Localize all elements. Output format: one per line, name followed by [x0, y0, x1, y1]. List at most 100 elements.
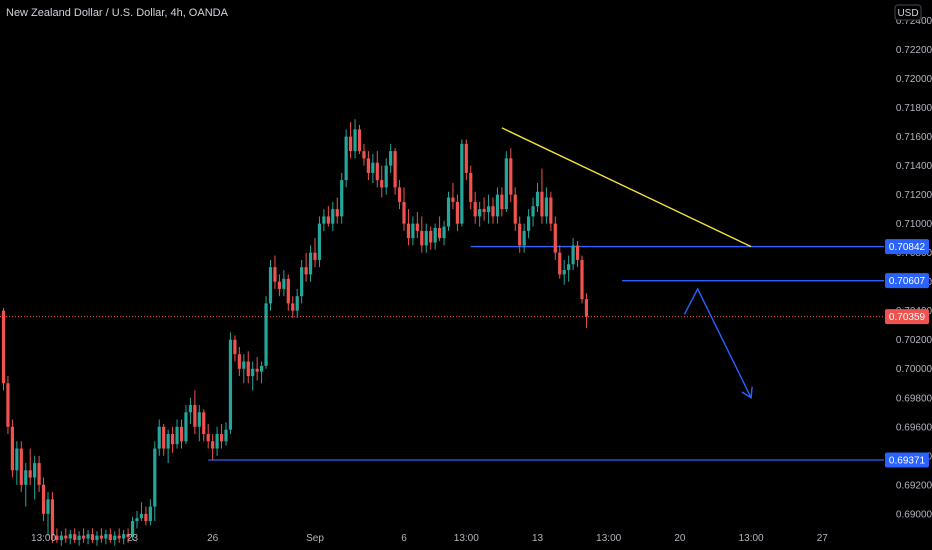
candle-body	[584, 299, 589, 317]
support-badge[interactable]: 0.69371	[885, 452, 929, 468]
candle-body	[68, 534, 72, 539]
candle	[295, 288, 299, 318]
candle	[144, 506, 148, 526]
currency-badge[interactable]: USD	[894, 4, 922, 21]
candle	[255, 357, 259, 381]
projection-arrow[interactable]	[683, 287, 752, 399]
candle-body	[246, 361, 250, 376]
price-tick-label: 0.72200	[896, 45, 932, 56]
candle-body	[273, 267, 277, 282]
candle-body	[28, 470, 32, 478]
price-tick-label: 0.71600	[896, 132, 932, 143]
candle	[544, 187, 548, 224]
candle-body	[424, 230, 428, 246]
candle	[171, 426, 175, 453]
candle	[197, 405, 201, 442]
candle	[33, 455, 37, 500]
resistance-upper-badge[interactable]: 0.70842	[885, 239, 929, 255]
candle	[46, 492, 50, 536]
candle	[104, 529, 108, 545]
candle	[188, 397, 192, 424]
time-tick-label: 13:00	[596, 533, 621, 544]
candle-body	[46, 499, 50, 514]
candle	[504, 151, 508, 213]
candle	[513, 187, 517, 231]
candle-body	[357, 129, 362, 152]
candle	[64, 528, 68, 543]
candle-body	[166, 434, 170, 449]
candle	[313, 238, 317, 268]
time-tick-label: 13:00	[31, 533, 56, 544]
candle	[237, 346, 241, 376]
candle-body	[206, 434, 210, 442]
price-tick-label: 0.70200	[896, 335, 932, 346]
price-tick-label: 0.71400	[896, 161, 932, 172]
resistance-upper-badge-label: 0.70842	[889, 242, 926, 253]
candle-body	[219, 434, 224, 442]
trend-line[interactable]	[501, 127, 752, 248]
candle	[59, 531, 63, 546]
candle	[438, 216, 442, 242]
candle-body	[108, 534, 112, 540]
candle-body	[371, 162, 375, 173]
candle	[242, 354, 246, 384]
candle	[575, 241, 580, 268]
candle	[553, 216, 557, 260]
candle	[482, 197, 486, 221]
candle	[162, 423, 166, 456]
candle-body	[384, 165, 388, 188]
candle	[286, 274, 290, 311]
support-badge-box	[885, 452, 929, 468]
candle-body	[82, 535, 86, 539]
candle-body	[544, 197, 548, 217]
candle	[527, 209, 531, 239]
candle-body	[64, 535, 68, 539]
candle-body	[549, 197, 553, 224]
candle-body	[389, 151, 393, 166]
candle-body	[420, 230, 424, 246]
candle-body	[331, 209, 335, 224]
currency-badge-box	[894, 4, 922, 21]
candle-body	[300, 267, 304, 297]
candle-body	[237, 354, 241, 369]
candle	[157, 419, 161, 456]
candle-body	[504, 158, 508, 210]
resistance-lower-badge[interactable]: 0.70607	[885, 273, 929, 289]
candle-body	[415, 223, 419, 231]
candle-body	[86, 534, 90, 539]
candle	[380, 165, 384, 198]
candle	[540, 168, 544, 224]
candle	[108, 528, 112, 543]
candle-body	[308, 252, 313, 275]
candle-body	[438, 228, 442, 239]
candle	[393, 148, 397, 195]
candle	[304, 252, 308, 282]
candle-body	[558, 252, 562, 275]
candle-body	[19, 448, 23, 485]
candle-body	[353, 129, 357, 152]
candle-body	[148, 506, 152, 522]
candle-body	[429, 230, 433, 243]
last-price-badge-label: 0.70359	[889, 312, 926, 323]
time-axis: 13:00 23 26 Sep 6 13:00 13 13:00 20 13:00 27	[31, 533, 828, 544]
last-price-badge[interactable]: 0.70359	[885, 309, 929, 325]
candle	[362, 143, 366, 166]
candle-body	[326, 216, 330, 224]
candle-body	[77, 535, 81, 540]
candle-body	[10, 426, 14, 471]
candle	[24, 463, 28, 507]
price-tick-label: 0.69200	[896, 480, 932, 491]
candle	[179, 419, 184, 449]
candle-body	[402, 201, 406, 224]
candle	[68, 529, 72, 545]
candle	[571, 238, 575, 271]
currency-label: USD	[897, 8, 918, 19]
candle-body	[228, 339, 233, 430]
candle	[139, 502, 144, 522]
candle-body	[540, 191, 544, 217]
candle-body	[397, 187, 402, 202]
candle	[397, 180, 402, 210]
time-tick-label: Sep	[306, 533, 324, 544]
candle-body	[446, 197, 451, 227]
